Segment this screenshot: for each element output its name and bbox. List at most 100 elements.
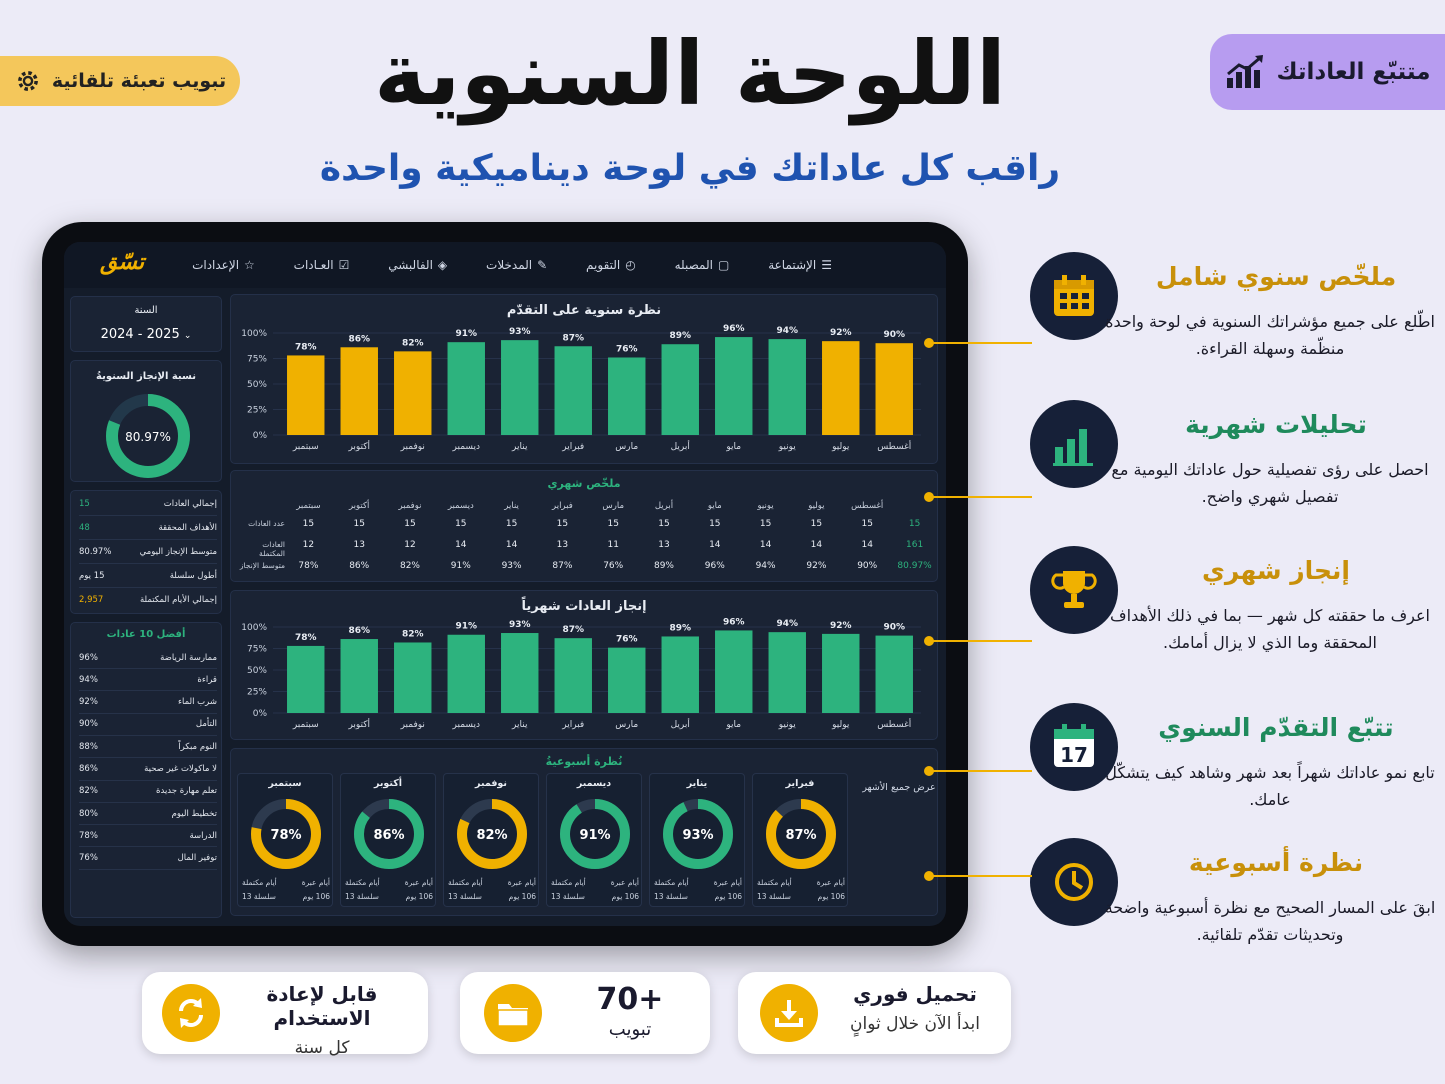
nav-finance[interactable]: ◈ الفالبشي: [388, 258, 447, 272]
week-card-streak: سلسلة 13: [242, 892, 276, 901]
y-tick-label: 50%: [247, 380, 267, 390]
habit-value: 78%: [79, 830, 98, 841]
habit-row: قراءة 94%: [79, 669, 217, 692]
week-card-done: أيام مكتملة: [345, 878, 380, 887]
bar-value-label: 89%: [669, 331, 691, 341]
monthly-achievement-title: إنجاز العادات شهرياً: [521, 599, 647, 614]
summary-cell: 14: [759, 540, 772, 550]
stat-row: أطول سلسلة 15 يوم: [79, 564, 217, 588]
stat-value: 15 يوم: [79, 570, 105, 581]
year-select[interactable]: 2024 - 2025 ⌄: [71, 327, 221, 342]
yearly-progress-panel: نظرة سنوية على التقدّم 0% 25% 50% 75% 100% 78…: [230, 294, 938, 464]
week-card-month: ديسمبر: [576, 778, 612, 789]
bar: [768, 632, 806, 713]
stat-row: إجمالي العادات 15: [79, 492, 217, 516]
nav-calendar[interactable]: ◴ التقويم: [586, 258, 636, 272]
bar-value-label: 78%: [295, 342, 317, 352]
stats-panel: إجمالي العادات 15 الأهداف المحققة 48 متوسط…: [70, 490, 222, 614]
week-card-donut: 78%: [251, 799, 321, 869]
nav-habits[interactable]: ☑ العـادات: [294, 258, 350, 272]
bar: [447, 342, 485, 435]
feature-item: ملخّص سنوي شامل اطّلع على جميع مؤشراتك ال…: [1030, 252, 1435, 402]
habit-value: 92%: [79, 697, 98, 708]
nav-summary-label: المصبله: [674, 258, 713, 272]
x-tick-label: أغسطس: [877, 718, 911, 730]
donut-arc: [560, 799, 630, 869]
nav-summary[interactable]: ▢ المصبله: [675, 258, 730, 272]
top-navbar: [64, 242, 946, 288]
week-card-month: فبراير: [785, 778, 815, 789]
bar: [501, 633, 539, 713]
year-selector-panel: السنة 2024 - 2025 ⌄: [70, 296, 222, 352]
x-tick-label: يناير: [511, 442, 528, 452]
summary-cell: 14: [455, 540, 467, 550]
week-card-donut: 87%: [766, 799, 836, 869]
habit-name: التأمل: [195, 719, 217, 730]
summary-cell: 13: [658, 540, 670, 550]
bar-value-label: 93%: [509, 327, 531, 337]
bar: [287, 645, 325, 713]
habit-value: 86%: [79, 764, 98, 774]
week-card-days: 106 يوم: [817, 892, 845, 901]
view-all-months-button[interactable]: عرض جميع الأشهر: [851, 773, 946, 907]
donut-arc: [457, 799, 527, 869]
week-card-done: أيام مكتملة: [654, 878, 689, 887]
bar-chart-icon: [1030, 400, 1118, 488]
yearly-progress-title: نظرة سنوية على التقدّم: [506, 303, 662, 318]
nav-dashboard[interactable]: ☰ الإشتماعة: [768, 258, 832, 272]
stat-value: 15: [79, 498, 90, 509]
bar-value-label: 91%: [455, 329, 477, 339]
week-card[interactable]: أكتوبر 86% أيام عبرة أيام مكتملة 106 يوم سلسل…: [340, 773, 436, 907]
summary-total-cell: 80.97%: [897, 561, 932, 571]
x-tick-label: يناير: [511, 720, 528, 730]
stat-label: إجمالي الأيام المكتملة: [139, 595, 217, 605]
x-tick-label: مارس: [615, 720, 638, 730]
week-card-rate: أيام عبرة: [404, 878, 433, 887]
bar: [340, 639, 378, 713]
habit-value: 94%: [79, 674, 98, 685]
habit-row: شرب الماء 92%: [79, 692, 217, 714]
nav-settings[interactable]: ☆ الإعدادات: [192, 258, 255, 272]
x-tick-label: أبريل: [671, 440, 690, 452]
donut-arc: [251, 799, 321, 869]
connector-line: [932, 875, 1032, 877]
week-card-pct: 91%: [579, 828, 610, 843]
week-card-stats: 106 يوم سلسلة 13: [448, 892, 536, 901]
week-card[interactable]: ديسمبر 91% أيام عبرة أيام مكتملة 106 يوم سلسل…: [546, 773, 642, 907]
week-card-rate: أيام عبرة: [610, 878, 639, 887]
stat-label: إجمالي العادات: [163, 498, 217, 509]
donut-arc: [354, 799, 424, 869]
nav-settings-label: الإعدادات: [192, 258, 240, 272]
summary-cell: 89%: [653, 561, 674, 571]
yearly-progress-chart: 0% 25% 50% 75% 100% 78% سبتمبر 86% أكتوبر 82% نوفم…: [241, 324, 921, 452]
week-card-rate: أيام عبرة: [713, 878, 742, 887]
summary-cell: 94%: [755, 561, 776, 571]
connector-dot: [924, 636, 934, 646]
bar-value-label: 96%: [723, 324, 745, 334]
week-card[interactable]: نوفمبر 82% أيام عبرة أيام مكتملة 106 يوم سلسل…: [443, 773, 539, 907]
habit-name: تخطيط اليوم: [171, 808, 217, 819]
week-card[interactable]: يناير 93% أيام عبرة أيام مكتملة 106 يوم سلسلة…: [649, 773, 745, 907]
bar-value-label: 78%: [295, 633, 317, 643]
nav-entries[interactable]: ✎ المدخلات: [486, 258, 547, 272]
summary-cell: 15: [556, 519, 569, 529]
year-value: 2024 - 2025: [100, 327, 180, 342]
summary-cell: 14: [505, 540, 518, 550]
summary-cell: 93%: [501, 561, 522, 571]
habit-row: لا ماكولات غير صحية 86%: [79, 759, 217, 781]
bar: [715, 630, 753, 713]
bar: [822, 633, 860, 713]
week-card[interactable]: فبراير 87% أيام عبرة أيام مكتملة 106 يوم سلسل…: [752, 773, 848, 907]
habit-name: توفير المال: [177, 853, 217, 864]
growth-chart-icon: [1226, 55, 1263, 88]
feature-title: تتبّع التقدّم السنوي: [1158, 713, 1394, 742]
week-card-days: 106 يوم: [302, 892, 330, 901]
habit-name: شرب الماء: [178, 697, 217, 708]
week-card-labels: أيام عبرة أيام مكتملة: [757, 878, 845, 887]
brand-badge-label: متتبّع العاداتك: [1276, 59, 1431, 85]
feature-description: اطّلع على جميع مؤشراتك السنوية في لوحة و…: [1105, 312, 1435, 358]
week-card[interactable]: سبتمبر 78% أيام عبرة أيام مكتملة 106 يوم سلسل…: [237, 773, 333, 907]
summary-cell: 15: [861, 519, 873, 529]
download-title: تحميل فوري: [853, 982, 977, 1006]
nav-habits-label: العـادات: [293, 258, 334, 272]
